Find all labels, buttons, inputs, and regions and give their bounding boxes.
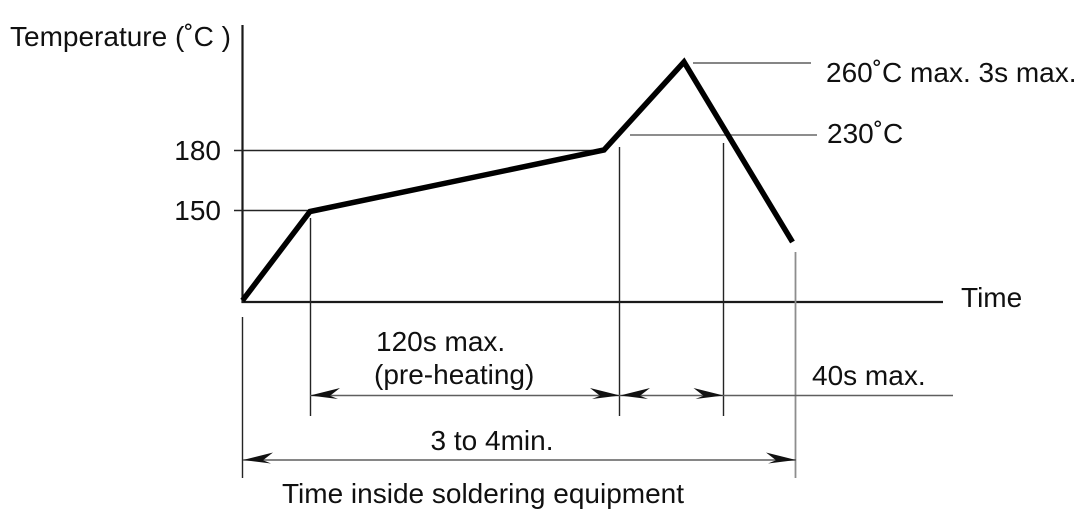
arrowheads (243, 388, 796, 464)
reflow-duration-label: 40s max. (812, 360, 926, 391)
arrow-reflow-left (620, 388, 650, 399)
temperature-profile-curve (240, 57, 795, 303)
extension-lines (241, 143, 797, 478)
arrow-preheat-right (590, 388, 620, 399)
preheat-duration-label: 120s max. (376, 326, 505, 357)
dimension-lines (243, 394, 953, 461)
y-axis-label: Temperature (˚C ) (10, 21, 231, 52)
arrow-preheat-left (310, 388, 340, 399)
x-axis-label: Time (961, 282, 1022, 313)
peak-annotation: 260˚C max. 3s max. (826, 57, 1077, 88)
labels: Temperature (˚C ) 180 150 260˚C max. 3s … (10, 21, 1077, 509)
axes (241, 25, 943, 304)
arrow-reflow-right (693, 388, 724, 399)
tick-label-180: 180 (174, 135, 221, 166)
total-duration-label: 3 to 4min. (431, 425, 554, 456)
preheat-caption-label: (pre-heating) (374, 359, 534, 390)
arrow-total-right (766, 452, 796, 464)
tick-label-150: 150 (174, 195, 221, 226)
figure-caption: Time inside soldering equipment (282, 478, 684, 509)
reflow-threshold-annotation: 230˚C (827, 118, 903, 149)
arrow-total-left (243, 452, 273, 464)
reference-lines (234, 62, 817, 212)
